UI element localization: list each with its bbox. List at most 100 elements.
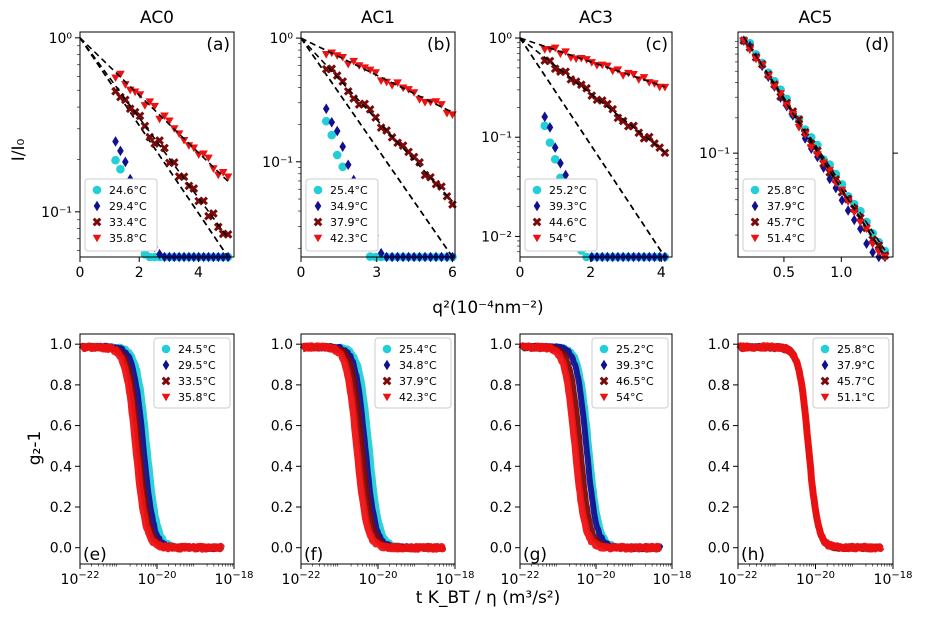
y-tick-label: 0.6 — [271, 419, 293, 435]
y-tick-label: 10⁰ — [49, 31, 73, 47]
y-tick-label: 0.2 — [271, 500, 293, 516]
data-point — [328, 116, 336, 128]
data-point — [223, 173, 233, 182]
series-curve — [736, 342, 885, 553]
legend-label: 46.5°C — [616, 375, 654, 388]
data-point — [338, 77, 348, 86]
fit-line — [79, 37, 229, 239]
series-curve — [300, 342, 447, 553]
data-point — [189, 184, 199, 193]
data-point — [868, 240, 877, 249]
legend-marker — [382, 376, 392, 386]
legend-marker — [162, 359, 170, 371]
data-layer — [300, 342, 447, 553]
fit-line — [79, 37, 229, 182]
legend-marker — [820, 344, 830, 354]
data-point — [360, 99, 370, 109]
x-tick-label: 0.5 — [773, 265, 795, 281]
top-x-axis-label: q²(10⁻⁴nm⁻²) — [432, 298, 543, 318]
y-tick-label: 10⁻¹ — [699, 146, 730, 162]
data-point — [145, 98, 155, 106]
legend-marker — [532, 217, 542, 227]
fit-line — [743, 36, 886, 258]
data-point — [551, 142, 559, 153]
data-point — [327, 130, 337, 140]
data-point — [223, 230, 233, 239]
legend-box — [374, 337, 452, 409]
legend: 25.4°C 34.8°C 37.9°C 42.3°C — [374, 337, 452, 409]
legend: 25.4°C 34.9°C 37.9°C 42.3°C — [305, 178, 379, 252]
legend: 24.6°C 29.4°C 33.4°C 35.8°C — [84, 178, 158, 252]
data-point — [398, 141, 408, 150]
data-point — [116, 70, 125, 79]
legend-label: 37.9°C — [837, 359, 875, 372]
data-point — [838, 194, 846, 206]
x-tick-label: 10−18 — [436, 570, 475, 588]
panel-tag: (g) — [523, 545, 547, 565]
x-tick-label: 10−22 — [61, 570, 100, 588]
data-point — [825, 166, 835, 175]
legend-marker — [532, 234, 542, 243]
legend-box — [524, 178, 598, 252]
panel-title: AC3 — [579, 8, 613, 28]
y-tick-label: 0.0 — [271, 541, 293, 557]
chart-panel-5: 10−22 10−20 10−18 0.0 0.2 0.4 0.6 0.8 1.0 (e) 24.5… — [50, 333, 253, 588]
data-point — [550, 155, 560, 164]
legend-label: 42.3°C — [330, 232, 368, 245]
legend: 25.2°C 39.3°C 44.6°C 54°C — [524, 178, 598, 252]
data-point — [371, 69, 380, 77]
data-point — [608, 67, 617, 76]
legend-marker — [382, 393, 392, 402]
chart-panel-4: AC5 0.5 1.0 10⁻¹ (d) 25.8°C 37.9°C 45.7°C 51.4°C — [699, 8, 898, 281]
y-tick-label: 0.6 — [708, 419, 730, 435]
data-point — [660, 83, 670, 92]
legend-box — [84, 178, 158, 252]
legend-marker — [92, 185, 102, 195]
legend-marker — [93, 200, 101, 212]
data-layer — [79, 37, 233, 263]
data-point — [150, 102, 159, 111]
x-tick-label: 0 — [516, 265, 525, 281]
data-point — [377, 247, 385, 259]
y-tick-label: 10⁰ — [270, 31, 294, 47]
legend-marker — [382, 344, 392, 354]
x-tick-label: 10−22 — [719, 570, 758, 588]
y-tick-label: 0.8 — [708, 378, 730, 394]
y-tick-label: 0.2 — [50, 500, 72, 516]
data-point — [213, 222, 223, 232]
legend-marker — [161, 344, 171, 354]
x-tick-label: 10−22 — [282, 570, 321, 588]
data-point — [782, 102, 792, 110]
legend-box — [742, 178, 816, 252]
data-layer — [79, 342, 226, 553]
data-point — [140, 102, 150, 110]
legend-box — [812, 337, 890, 409]
data-point — [751, 55, 761, 64]
data-point — [360, 64, 369, 72]
data-point — [541, 111, 549, 123]
legend-marker — [313, 217, 323, 227]
data-point — [365, 66, 375, 75]
data-point — [639, 74, 649, 82]
data-point — [117, 145, 124, 157]
data-point — [111, 155, 120, 165]
y-tick-label: 10⁻¹ — [481, 130, 512, 146]
legend: 24.5°C 29.5°C 33.5°C 35.8°C — [153, 337, 231, 409]
data-point — [332, 71, 342, 80]
x-tick-label: 0 — [76, 265, 85, 281]
axes-frame — [737, 31, 894, 258]
y-tick-label: 10⁻¹ — [41, 205, 72, 221]
data-point — [644, 132, 654, 142]
legend-marker — [533, 200, 541, 212]
legend-marker — [161, 393, 171, 402]
data-point — [546, 122, 554, 133]
legend-marker — [161, 376, 171, 386]
panel-tag: (b) — [427, 35, 451, 55]
x-tick-label: 3 — [372, 265, 381, 281]
data-point — [204, 154, 213, 163]
legend-label: 25.8°C — [767, 184, 805, 197]
data-point — [365, 104, 375, 114]
data-point — [165, 117, 174, 126]
x-tick-label: 10−20 — [138, 570, 177, 588]
data-point — [130, 88, 140, 97]
